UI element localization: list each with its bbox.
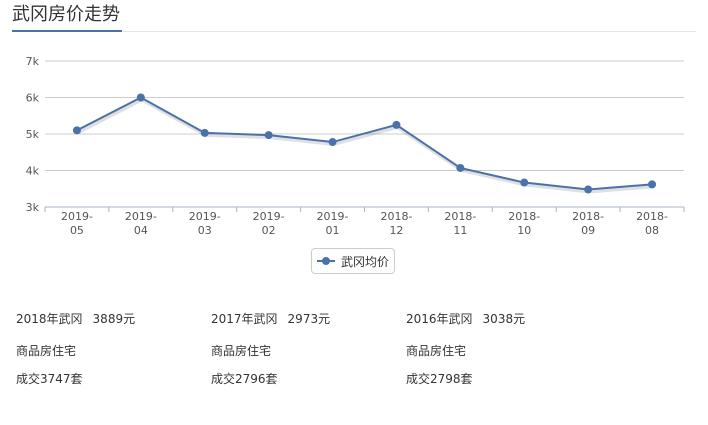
chart-legend[interactable]: 武冈均价 <box>311 248 395 274</box>
y-tick-label: 7k <box>26 55 40 68</box>
x-tick-label: 2019-05 <box>61 210 93 237</box>
x-tick-label: 2019-04 <box>125 210 157 237</box>
y-tick-label: 3k <box>26 201 40 214</box>
legend-series-label: 武冈均价 <box>340 254 389 269</box>
stat-deals: 成交2796套 <box>211 372 278 386</box>
series-line <box>76 96 653 191</box>
x-tick-label: 2018-09 <box>572 210 604 237</box>
stat-deals: 成交2798套 <box>406 372 473 386</box>
data-point <box>264 131 273 140</box>
legend-marker-icon <box>316 256 335 266</box>
stat-deals: 成交3747套 <box>16 372 83 386</box>
stat-year-label: 2017年武冈 <box>211 312 278 326</box>
data-point <box>648 180 657 189</box>
data-point <box>392 120 401 129</box>
price-trend-chart: 3k 4k 5k 6k 7k 2019-05 2019-04 2019-03 2019-02 20… <box>26 55 685 237</box>
title-divider <box>12 31 696 32</box>
stat-price: 3038元 <box>482 312 526 326</box>
stat-type: 商品房住宅 <box>406 344 467 358</box>
title-underline <box>12 30 122 32</box>
y-tick-label: 6k <box>26 92 40 105</box>
data-point <box>328 138 337 147</box>
stat-price: 3889元 <box>92 312 136 326</box>
data-point <box>456 163 465 172</box>
x-tick-label: 2019-03 <box>189 210 221 237</box>
stat-price: 2973元 <box>287 312 331 326</box>
stat-type: 商品房住宅 <box>211 344 272 358</box>
series-line-shadow <box>77 97 654 194</box>
page-title: 武冈房价走势 <box>12 4 120 25</box>
stat-year-label: 2018年武冈 <box>16 312 83 326</box>
x-tick-label: 2018-10 <box>508 210 540 237</box>
stat-year-label: 2016年武冈 <box>406 312 473 326</box>
x-tick-label: 2018-08 <box>636 210 668 237</box>
data-point <box>520 178 529 187</box>
y-tick-label: 5k <box>26 128 40 141</box>
stat-type: 商品房住宅 <box>16 344 77 358</box>
x-tick-label: 2019-01 <box>317 210 349 237</box>
data-point <box>584 185 593 194</box>
x-tick-label: 2019-02 <box>253 210 285 237</box>
x-tick-label: 2018-11 <box>444 210 476 237</box>
x-tick-label: 2018-12 <box>380 210 412 237</box>
data-point <box>200 128 209 137</box>
y-tick-label: 4k <box>26 165 40 178</box>
data-point <box>72 126 81 135</box>
data-point <box>136 93 145 102</box>
